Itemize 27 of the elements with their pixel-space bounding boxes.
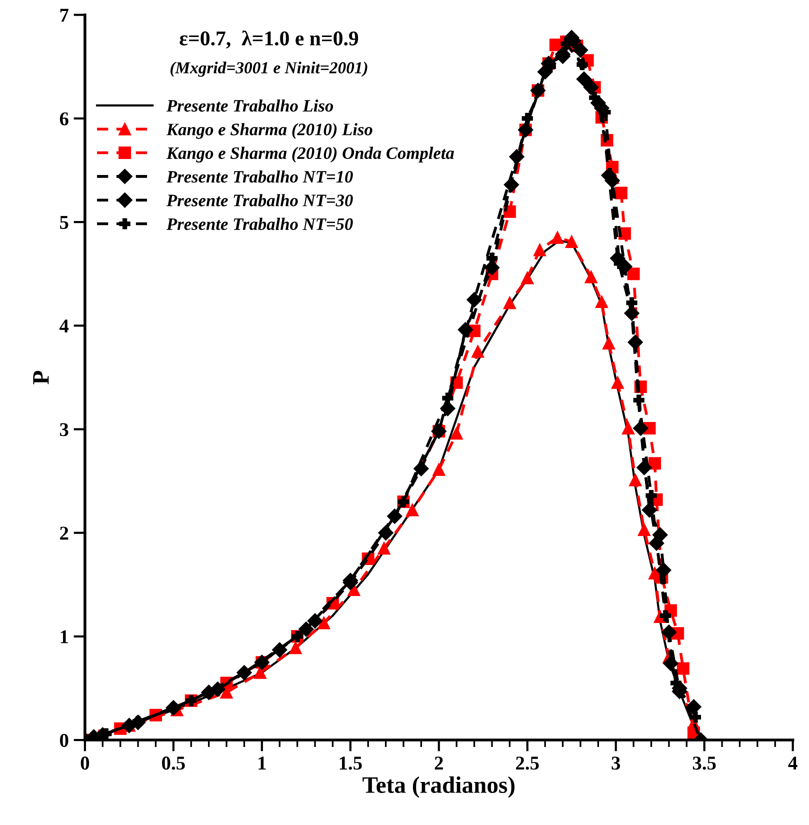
text: ε=0.7, λ=1.0 e n=0.9	[180, 30, 358, 48]
legend-label: Presente Trabalho Liso	[166, 99, 334, 112]
legend-label: Presente Trabalho NT=50	[166, 218, 353, 230]
x-tick-label: 1.5	[340, 756, 362, 770]
legend-label: Kango e Sharma (2010) Liso	[166, 123, 372, 139]
y-tick-label: 5	[60, 216, 68, 229]
x-tick-label: 2	[434, 756, 443, 770]
legend-label: Kango e Sharma (2010) Onda Completa	[166, 146, 454, 163]
y-tick-label: 0	[60, 734, 68, 747]
legend-label: Presente Trabalho NT=30	[166, 194, 353, 206]
y-tick-label: 7	[60, 8, 68, 22]
x-tick-label: 0.5	[162, 756, 185, 770]
y-axis-title: P	[33, 370, 49, 384]
y-tick-label: 3	[60, 423, 68, 436]
x-tick-label: 3.5	[692, 756, 716, 770]
x-tick-label: 2.5	[516, 756, 539, 770]
legend-label: Presente Trabalho NT=10	[166, 170, 353, 183]
x-tick-label: 4	[788, 756, 798, 770]
x-tick-label: 0	[80, 756, 90, 770]
y-tick-label: 6	[60, 112, 68, 126]
text: (Mxgrid=3001 e Ninit=2001)	[170, 62, 368, 77]
y-tick-label: 2	[60, 526, 68, 540]
y-tick-label: 1	[60, 630, 68, 644]
x-axis-title: Teta (radianos)	[362, 776, 514, 798]
x-tick-label: 1	[258, 756, 266, 770]
x-tick-label: 3	[612, 756, 620, 770]
y-tick-label: 4	[60, 320, 69, 332]
